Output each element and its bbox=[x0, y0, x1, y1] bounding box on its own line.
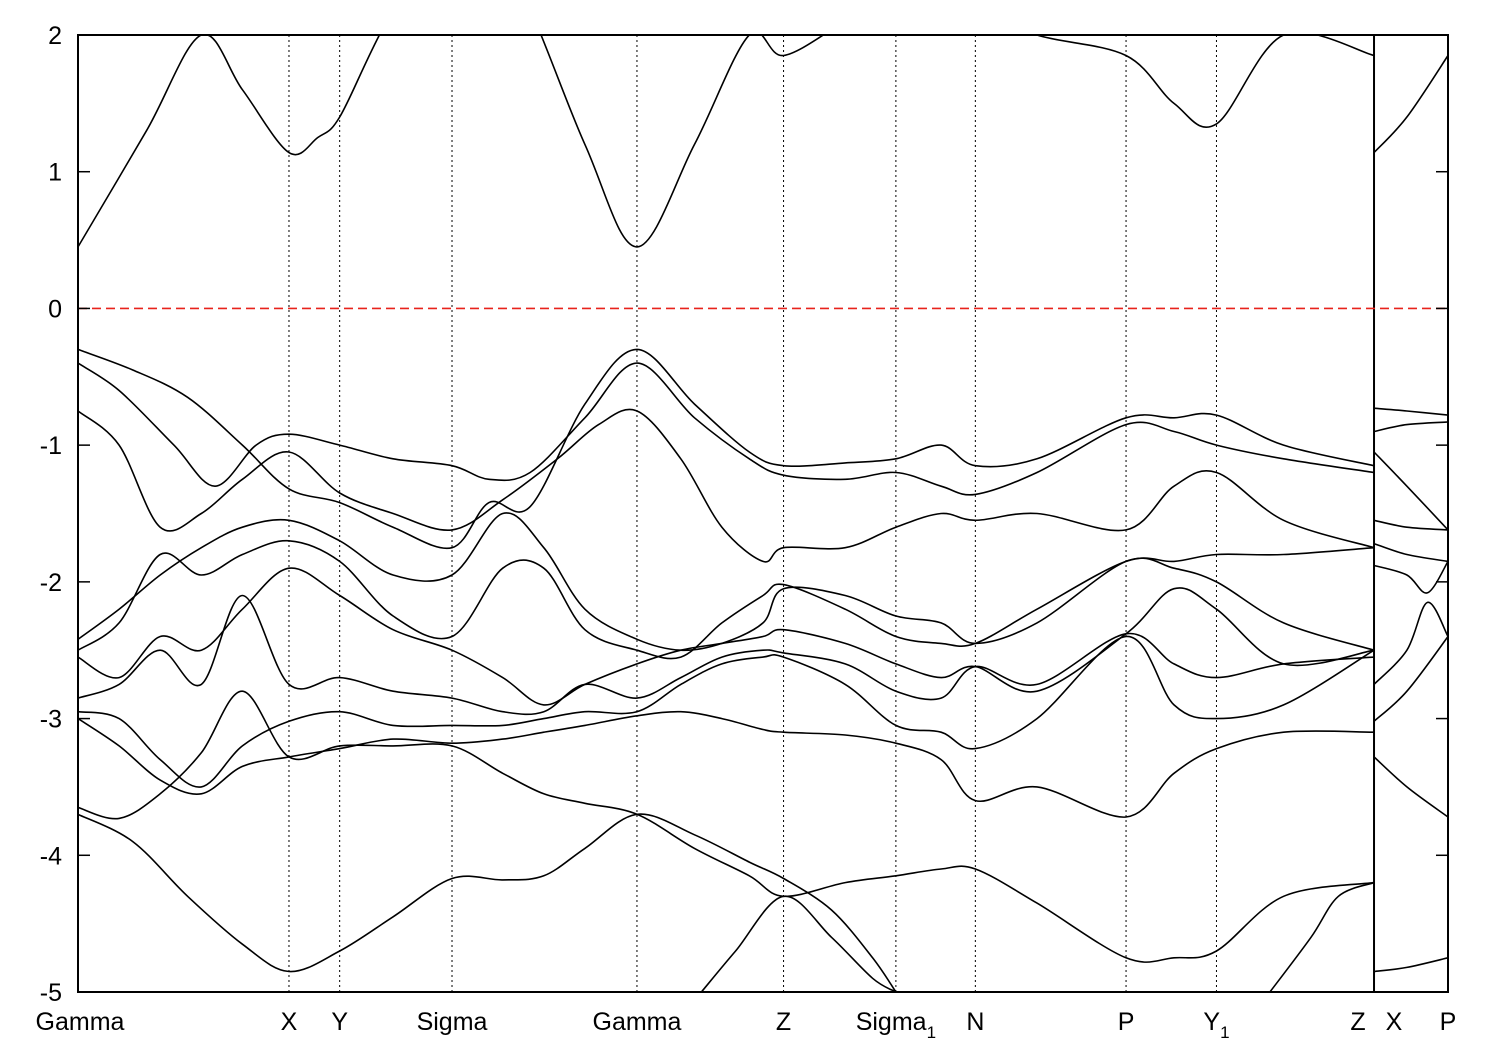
kpoint-label: Z bbox=[776, 1008, 791, 1036]
band-line bbox=[1373, 756, 1448, 818]
kpoint-label: Gamma bbox=[593, 1008, 682, 1036]
band-line bbox=[78, 567, 1375, 706]
band-line bbox=[1373, 421, 1448, 433]
band-line bbox=[1373, 55, 1448, 154]
kpoint-label-subscript: 1 bbox=[1220, 1023, 1229, 1042]
band-line bbox=[78, 348, 1375, 550]
band-line bbox=[78, 594, 1375, 716]
band-line bbox=[1373, 519, 1448, 531]
y-tick-label: -5 bbox=[40, 979, 62, 1007]
x-axis: Gamma X Y Sigma Gamma Z Sigma1 N P Y1 Z X P bbox=[36, 1008, 1457, 1042]
band-line bbox=[1373, 560, 1448, 594]
y-tick-label: -4 bbox=[40, 842, 62, 870]
y-tick-label: 2 bbox=[48, 22, 62, 50]
band-line bbox=[1269, 881, 1375, 992]
band-line bbox=[78, 35, 1375, 248]
kpoint-label: X bbox=[1386, 1008, 1403, 1036]
kpoint-divider-lines bbox=[288, 35, 1376, 992]
band-line bbox=[78, 408, 1375, 563]
plot-frame bbox=[77, 34, 1449, 993]
band-line bbox=[78, 512, 1375, 652]
y-tick-label: 0 bbox=[48, 295, 62, 323]
band-line bbox=[78, 539, 1375, 660]
kpoint-label: Gamma bbox=[36, 1008, 125, 1036]
band-line bbox=[1373, 636, 1448, 722]
kpoint-label: P bbox=[1440, 1008, 1457, 1036]
y-tick-label: -2 bbox=[40, 569, 62, 597]
band-line bbox=[1373, 957, 1448, 973]
kpoint-label: P bbox=[1118, 1008, 1135, 1036]
kpoint-label: X bbox=[281, 1008, 298, 1036]
band-line bbox=[1373, 542, 1448, 563]
kpoint-label: Y1 bbox=[1203, 1008, 1229, 1042]
kpoint-label: Sigma1 bbox=[856, 1008, 936, 1042]
y-tick-label: 1 bbox=[48, 159, 62, 187]
kpoint-label: N bbox=[966, 1008, 984, 1036]
y-tick-label: -1 bbox=[40, 432, 62, 460]
kpoint-label: Z bbox=[1350, 1008, 1365, 1036]
band-line bbox=[78, 710, 1375, 818]
kpoint-label: Y bbox=[331, 1008, 348, 1036]
band-line bbox=[78, 635, 1375, 788]
band-line bbox=[1373, 451, 1448, 531]
kpoint-label: Sigma bbox=[417, 1008, 488, 1036]
y-tick-label: -3 bbox=[40, 706, 62, 734]
band-line bbox=[1373, 601, 1448, 685]
band-line bbox=[700, 895, 897, 992]
band-lines bbox=[78, 35, 1448, 992]
band-line bbox=[78, 690, 1375, 963]
band-line bbox=[78, 362, 1375, 496]
band-line bbox=[1373, 407, 1448, 416]
y-axis: 2 1 0 -1 -2 -3 -4 -5 bbox=[40, 22, 1448, 1007]
kpoint-label-subscript: 1 bbox=[927, 1023, 936, 1042]
band-line bbox=[78, 813, 897, 992]
